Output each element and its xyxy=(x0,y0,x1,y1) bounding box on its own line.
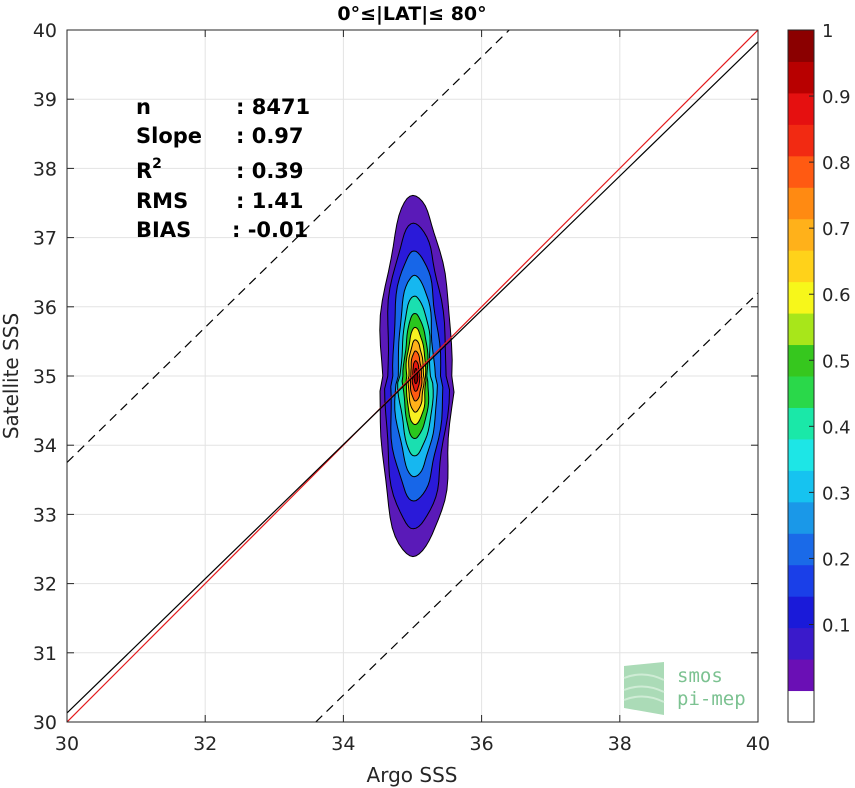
logo-text-smos: smos xyxy=(677,665,723,687)
y-tick-label: 32 xyxy=(33,574,57,596)
colorbar-band xyxy=(788,313,814,346)
y-tick-label: 37 xyxy=(33,228,57,250)
logo-icon xyxy=(623,662,665,715)
colorbar-band xyxy=(788,627,814,660)
stat-value-n: : 8471 xyxy=(236,95,310,119)
x-tick-label: 40 xyxy=(746,733,770,755)
colorbar-band xyxy=(788,61,814,94)
x-tick-label: 30 xyxy=(55,733,79,755)
colorbar-band xyxy=(788,438,814,471)
y-tick-label: 31 xyxy=(33,643,57,665)
colorbar-band xyxy=(788,501,814,534)
colorbar-band xyxy=(788,155,814,188)
colorbar-band xyxy=(788,376,814,408)
chart-title: 0°≤|LAT|≤ 80° xyxy=(337,3,486,25)
x-tick-label: 32 xyxy=(193,733,217,755)
colorbar-tick-label: 0.9 xyxy=(822,87,851,108)
colorbar-band xyxy=(788,250,814,283)
x-axis-label: Argo SSS xyxy=(367,763,458,787)
colorbar-tick-label: 0.8 xyxy=(822,153,851,174)
line-upper-bound xyxy=(67,30,510,463)
stat-value-bias: : -0.01 xyxy=(232,218,308,242)
y-axis-label: Satellite SSS xyxy=(0,313,23,439)
smos-pi-mep-logo: smos pi-mep xyxy=(623,662,746,715)
y-tick-label: 30 xyxy=(33,712,57,734)
colorbar-band xyxy=(788,218,814,251)
colorbar-band xyxy=(788,407,814,440)
y-tick-label: 34 xyxy=(33,435,57,457)
colorbar-tick-label: 0.4 xyxy=(822,417,851,438)
line-regression xyxy=(67,41,758,714)
y-tick-label: 33 xyxy=(33,504,57,526)
colorbar-band xyxy=(788,187,814,220)
colorbar-band xyxy=(788,564,814,597)
colorbar: 0.1 0.2 0.3 0.4 0.5 0.6 0.7 0.8 0.9 1 xyxy=(787,21,851,723)
stat-label-rms: RMS xyxy=(136,189,188,213)
stat-label-slope: Slope xyxy=(136,124,202,148)
y-tick-label: 38 xyxy=(33,158,57,180)
colorbar-band xyxy=(788,659,814,692)
logo-text-pi-mep: pi-mep xyxy=(677,688,746,710)
x-tick-label: 34 xyxy=(331,733,355,755)
y-tick-label: 35 xyxy=(33,366,57,388)
x-tick-label: 38 xyxy=(608,733,632,755)
colorbar-tick-label: 0.7 xyxy=(822,219,851,240)
line-1-1-line xyxy=(67,30,758,722)
stat-value-r: : 0.39 xyxy=(236,159,304,183)
colorbar-band xyxy=(788,470,814,503)
stat-value-rms: : 1.41 xyxy=(236,189,304,213)
colorbar-band xyxy=(788,92,814,125)
reference-lines xyxy=(67,30,758,722)
x-axis: 30 32 34 36 38 40 xyxy=(55,30,770,755)
x-tick-label: 36 xyxy=(470,733,494,755)
colorbar-tick-label: 0.5 xyxy=(822,351,851,372)
y-tick-label: 40 xyxy=(33,20,57,42)
colorbar-band xyxy=(788,690,814,723)
colorbar-band xyxy=(788,124,814,157)
y-tick-label: 39 xyxy=(33,89,57,111)
y-tick-label: 36 xyxy=(33,297,57,319)
y-axis: 30 31 32 33 34 35 36 37 38 39 40 xyxy=(33,20,758,734)
density-contours xyxy=(379,194,455,558)
stat-label-bias: BIAS xyxy=(136,218,191,242)
line-lower-bound xyxy=(315,292,758,722)
colorbar-tick-label: 0.2 xyxy=(822,549,851,570)
stat-label-n: n xyxy=(136,95,151,119)
stat-value-slope: : 0.97 xyxy=(236,124,304,148)
colorbar-tick-label: 0.1 xyxy=(822,615,851,636)
colorbar-tick-label: 0.6 xyxy=(822,285,851,306)
colorbar-band xyxy=(788,533,814,566)
colorbar-band xyxy=(788,281,814,314)
colorbar-band xyxy=(788,596,814,629)
colorbar-band xyxy=(788,30,814,62)
colorbar-frame xyxy=(787,29,815,723)
colorbar-tick-label: 1 xyxy=(822,21,833,42)
colorbar-tick-label: 0.3 xyxy=(822,483,851,504)
